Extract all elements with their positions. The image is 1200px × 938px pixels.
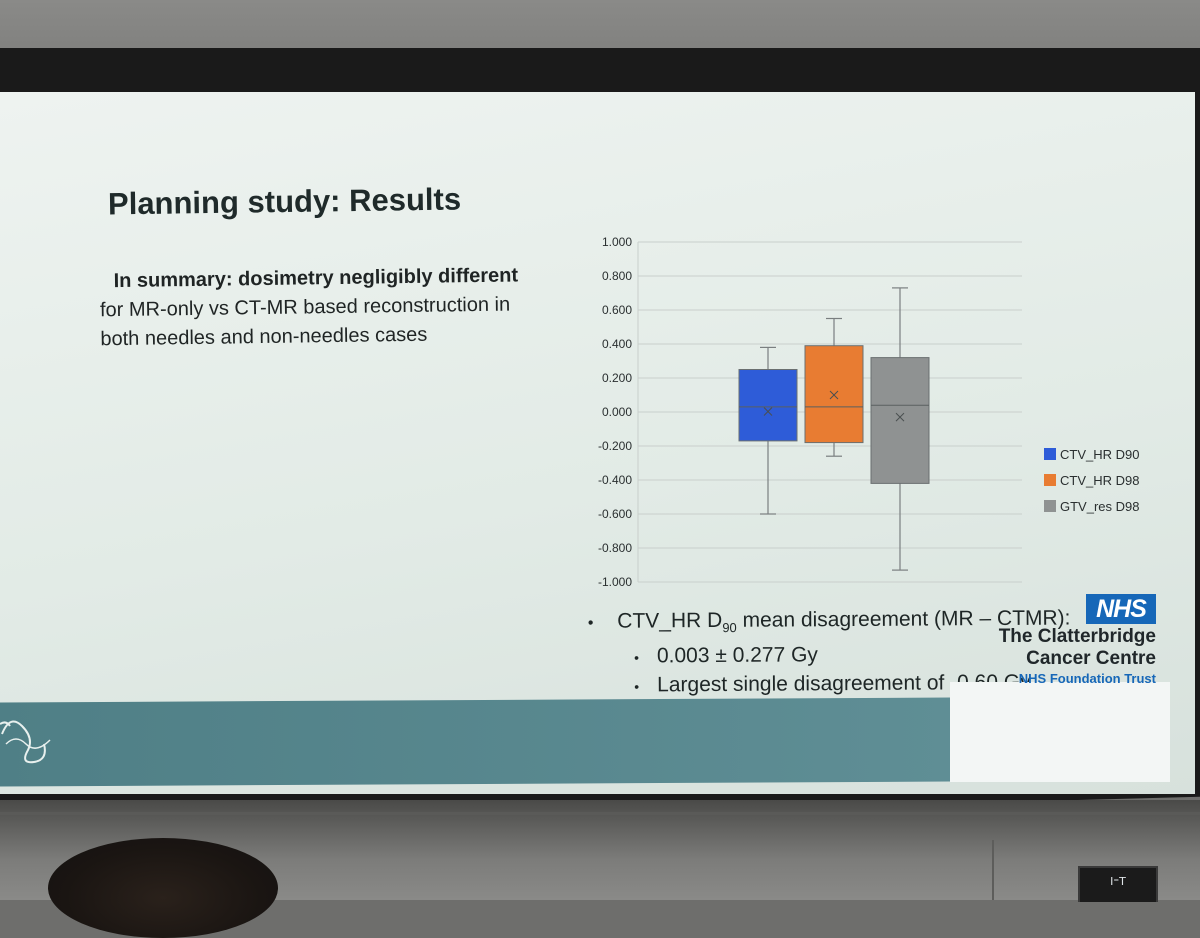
chart-grid xyxy=(637,241,1022,583)
y-tick-label-2: 0.600 xyxy=(602,303,632,317)
y-tick-label-0: 1.000 xyxy=(602,235,632,249)
legend-swatch-2 xyxy=(1044,500,1056,512)
y-tick-label-6: -0.200 xyxy=(598,439,632,453)
room-sign-text: I⁼T xyxy=(1110,875,1126,888)
legend-label-2: GTV_res D98 xyxy=(1060,499,1139,514)
slide-title: Planning study: Results xyxy=(107,181,462,222)
bullet-main-subscript: 90 xyxy=(722,620,737,636)
org-line-2: Cancer Centre xyxy=(1026,648,1156,669)
org-trust: NHS Foundation Trust xyxy=(1018,671,1156,686)
y-tick-label-10: -1.000 xyxy=(598,575,632,589)
chart-boxes xyxy=(738,287,930,571)
chart-y-axis: 1.000 0.800 0.600 0.400 0.200 0.000 -0.200 -0.4… xyxy=(598,235,632,589)
room-sign: I⁼T xyxy=(1078,866,1158,902)
summary-line-3: both needles and non-needles cases xyxy=(100,323,428,351)
wall-edge xyxy=(0,812,1200,815)
mean-marker-b xyxy=(895,412,905,422)
y-tick-label-7: -0.400 xyxy=(598,473,632,487)
box-ctv-hr-d90 xyxy=(738,346,798,515)
mean-marker-b xyxy=(763,407,773,416)
legend-label-1: CTV_HR D98 xyxy=(1060,473,1139,488)
y-tick-label-8: -0.600 xyxy=(598,507,632,521)
footer-logo-mark-icon xyxy=(0,720,51,764)
legend-swatch-0 xyxy=(1044,448,1056,460)
chart-legend: CTV_HR D90 CTV_HR D98 GTV_res D98 xyxy=(1044,447,1139,514)
y-tick-label-1: 0.800 xyxy=(602,269,632,283)
org-line-1: The Clatterbridge xyxy=(998,626,1156,647)
bullet-main-prefix: CTV_HR D xyxy=(617,608,723,633)
y-tick-label-9: -0.800 xyxy=(598,541,632,555)
nhs-badge: NHS xyxy=(1086,594,1156,624)
y-tick-label-5: 0.000 xyxy=(602,405,632,419)
box-ctv-hr-d98 xyxy=(804,317,864,457)
legend-label-0: CTV_HR D90 xyxy=(1060,447,1139,462)
wall-corner xyxy=(992,840,994,900)
organisation-name: The Clatterbridge Cancer Centre NHS Foun… xyxy=(960,626,1156,688)
box-plot-chart: 1.000 0.800 0.600 0.400 0.200 0.000 -0.200 -0.4… xyxy=(598,235,1140,589)
y-tick-label-4: 0.200 xyxy=(602,371,632,385)
summary-text: In summary: dosimetry negligibly differe… xyxy=(99,261,570,355)
legend-swatch-1 xyxy=(1044,474,1056,486)
y-tick-label-3: 0.400 xyxy=(602,337,632,351)
mean-marker-b xyxy=(829,390,839,400)
box-gtv-res-d98 xyxy=(870,287,930,571)
box-body xyxy=(804,345,864,444)
box-body xyxy=(870,357,930,484)
slide-footer-band xyxy=(0,697,950,787)
presentation-slide: Planning study: Results In summary: dosi… xyxy=(0,92,1195,794)
box-body xyxy=(738,369,798,442)
audience-head xyxy=(48,838,278,938)
nhs-logo-panel xyxy=(950,682,1170,782)
